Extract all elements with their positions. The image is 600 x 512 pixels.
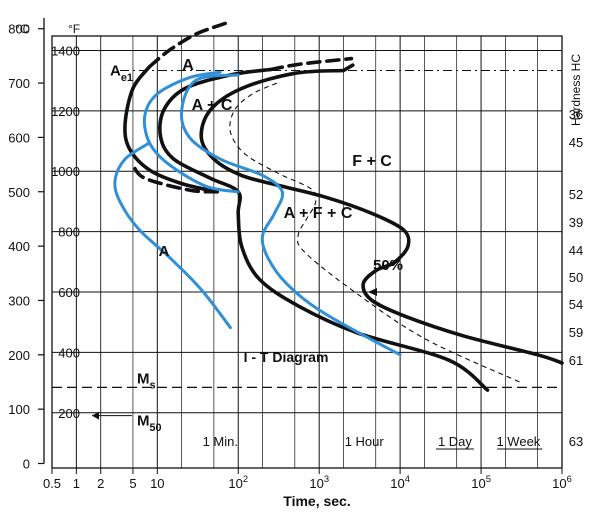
curves <box>113 21 564 392</box>
fahrenheit-tick-label: 1000 <box>51 164 80 179</box>
time-marker-label: 1 Min. <box>203 434 238 449</box>
celsius-unit-label: °C <box>15 22 29 36</box>
celsius-tick-label: 300 <box>8 293 30 308</box>
fahrenheit-tick-label: 200 <box>58 406 80 421</box>
hardness-tick-label: 61 <box>569 353 583 368</box>
transformation-curve-black-dashed <box>268 56 354 72</box>
hardness-tick-label: 44 <box>569 243 583 258</box>
celsius-tick-label: 500 <box>8 185 30 200</box>
transformation-curve-black-dashed <box>147 21 228 69</box>
celsius-tick-label: 700 <box>8 76 30 91</box>
transformation-curve-black-dashed <box>131 162 219 194</box>
region-label: A + C <box>192 97 233 114</box>
hardness-tick-label: 39 <box>569 215 583 230</box>
fahrenheit-tick-label: 600 <box>58 285 80 300</box>
hardness-tick-label: 59 <box>569 325 583 340</box>
region-label: A <box>159 243 170 260</box>
x-tick-label: 5 <box>129 476 136 491</box>
region-label: 50% <box>373 257 403 274</box>
hardness-tick-label: 45 <box>569 135 583 150</box>
transformation-curve-black-solid <box>123 64 219 194</box>
fahrenheit-unit-label: °F <box>68 22 80 36</box>
time-marker-label: 1 Week <box>496 434 540 449</box>
transformation-curve-black-solid <box>199 68 564 365</box>
celsius-tick-label: 0 <box>23 457 30 472</box>
fahrenheit-tick-label: 1200 <box>51 104 80 119</box>
celsius-tick-label: 600 <box>8 130 30 145</box>
transformation-curve-black-dashed <box>341 63 355 73</box>
region-labels: A A + C F + C A + F + C A 50% <box>159 57 403 296</box>
hardness-tick-label: 50 <box>569 270 583 285</box>
hardness-tick-label: 63 <box>569 434 583 449</box>
m50-arrowhead <box>92 411 99 420</box>
fahrenheit-tick-label: 800 <box>58 225 80 240</box>
transformation-curve-blue-solid <box>113 141 232 330</box>
diagram-title: I - T Diagram <box>244 349 329 365</box>
fahrenheit-tick-label: 1400 <box>51 43 80 58</box>
x-tick-label: 10 <box>150 476 164 491</box>
region-label: A <box>182 57 194 74</box>
hardness-tick-label: 52 <box>569 187 583 202</box>
x-tick-label: 1 <box>73 476 80 491</box>
fifty-percent-arrowhead <box>368 288 377 296</box>
celsius-tick-label: 400 <box>8 239 30 254</box>
hardness-axis-label: Hardness HC <box>569 54 583 126</box>
celsius-tick-label: 100 <box>8 402 30 417</box>
fahrenheit-tick-label: 400 <box>58 345 80 360</box>
hardness-tick-label: 36 <box>569 107 583 122</box>
region-label: A + F + C <box>284 205 353 222</box>
axes: 0.5 1 2 5 10 102 103 104 105 10601002003004005006… <box>8 17 583 491</box>
transformation-curve-blue-solid <box>179 73 402 357</box>
time-marker-label: 1 Day <box>438 434 472 449</box>
region-label: F + C <box>352 153 392 170</box>
x-axis-title: Time, sec. <box>283 493 350 509</box>
celsius-tick-label: 200 <box>8 348 30 363</box>
x-tick-label: 0.5 <box>43 476 61 491</box>
hardness-tick-label: 54 <box>569 297 583 312</box>
grid <box>52 36 563 468</box>
fifty-percent-pointer <box>374 272 401 293</box>
transformation-curve-thin-dashed <box>229 82 520 383</box>
time-marker-label: 1 Hour <box>345 434 385 449</box>
transformation-curve-blue-solid <box>142 70 240 194</box>
x-tick-label: 2 <box>97 476 104 491</box>
celsius-tick-label: 800 <box>8 22 30 37</box>
